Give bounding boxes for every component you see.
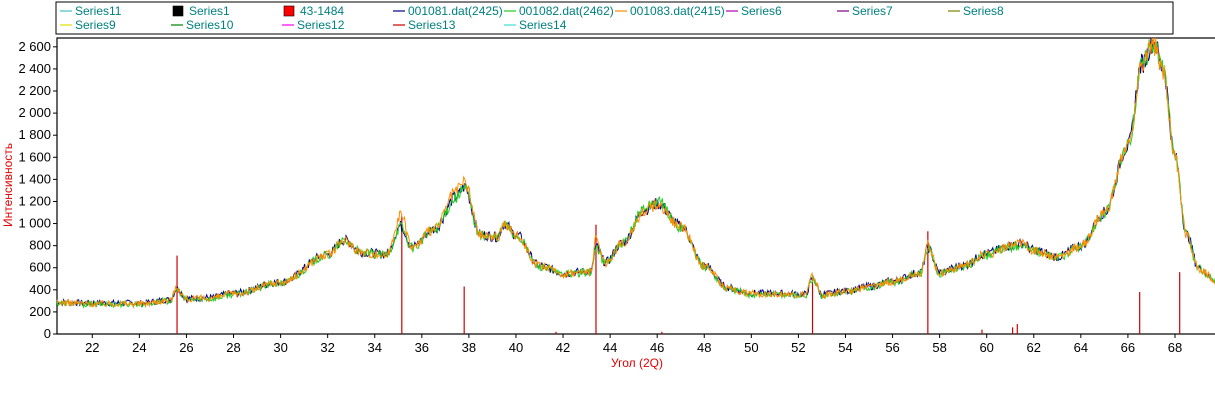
series-line [56, 37, 1215, 309]
series-lines [56, 37, 1215, 309]
series-line [56, 39, 1215, 309]
legend-label: Series10 [186, 18, 234, 32]
series-line [56, 37, 1215, 308]
y-tick-label: 0 [44, 326, 51, 341]
x-tick-label: 28 [226, 340, 240, 355]
x-tick-label: 62 [1027, 340, 1041, 355]
legend: Series11 Series1 43-1484 001081.dat(2425) 00… [60, 4, 1004, 32]
y-tick-label: 1 200 [18, 193, 51, 208]
y-tick-label: 2 000 [18, 105, 51, 120]
y-tick-label: 2 600 [18, 39, 51, 54]
y-tick-label: 2 400 [18, 61, 51, 76]
x-tick-label: 58 [932, 340, 946, 355]
x-tick-label: 50 [744, 340, 758, 355]
x-axis-title: Угол (2Q) [611, 356, 663, 370]
legend-label: Series14 [519, 18, 567, 32]
x-tick-label: 22 [85, 340, 99, 355]
y-axis-title: Интенсивность [1, 143, 15, 227]
y-tick-label: 1 000 [18, 216, 51, 231]
legend-label: Series6 [741, 4, 782, 18]
plot-area [56, 37, 1215, 335]
legend-marker [283, 5, 295, 17]
legend-marker [172, 5, 184, 17]
x-tick-label: 30 [273, 340, 287, 355]
y-tick-label: 1 800 [18, 127, 51, 142]
x-tick-label: 42 [556, 340, 570, 355]
legend-label: 001081.dat(2425) [408, 4, 503, 18]
x-tick-label: 34 [368, 340, 382, 355]
y-tick-label: 600 [29, 260, 51, 275]
legend-box [55, 1, 1174, 35]
x-tick-label: 52 [791, 340, 805, 355]
x-tick-label: 56 [885, 340, 899, 355]
axes: 22 24 26 28 30 32 34 36 38 40 42 44 46 48 50 52 54 56 58 60… [18, 39, 1182, 355]
y-tick-label: 800 [29, 238, 51, 253]
y-tick-label: 200 [29, 304, 51, 319]
x-tick-label: 24 [132, 340, 146, 355]
x-tick-label: 40 [509, 340, 523, 355]
legend-label: Series12 [297, 18, 345, 32]
legend-label: 001083.dat(2415) [630, 4, 725, 18]
x-tick-label: 66 [1121, 340, 1135, 355]
x-tick-label: 46 [650, 340, 664, 355]
x-tick-label: 68 [1168, 340, 1182, 355]
y-tick-label: 2 200 [18, 83, 51, 98]
legend-label: Series9 [75, 18, 116, 32]
x-tick-label: 60 [979, 340, 993, 355]
y-tick-label: 400 [29, 282, 51, 297]
x-tick-label: 36 [415, 340, 429, 355]
legend-label: Series7 [852, 4, 893, 18]
x-tick-label: 44 [603, 340, 617, 355]
legend-label: Series8 [963, 4, 1004, 18]
legend-label: Series11 [75, 4, 122, 18]
y-tick-label: 1 400 [18, 171, 51, 186]
x-tick-label: 48 [697, 340, 711, 355]
x-tick-label: 54 [838, 340, 852, 355]
legend-label: Series13 [408, 18, 456, 32]
x-tick-label: 38 [462, 340, 476, 355]
x-tick-label: 64 [1074, 340, 1088, 355]
x-tick-label: 32 [320, 340, 334, 355]
legend-label: 001082.dat(2462) [519, 4, 614, 18]
x-tick-label: 26 [179, 340, 193, 355]
legend-label: 43-1484 [300, 4, 344, 18]
legend-label: Series1 [189, 4, 230, 18]
y-tick-label: 1 600 [18, 149, 51, 164]
